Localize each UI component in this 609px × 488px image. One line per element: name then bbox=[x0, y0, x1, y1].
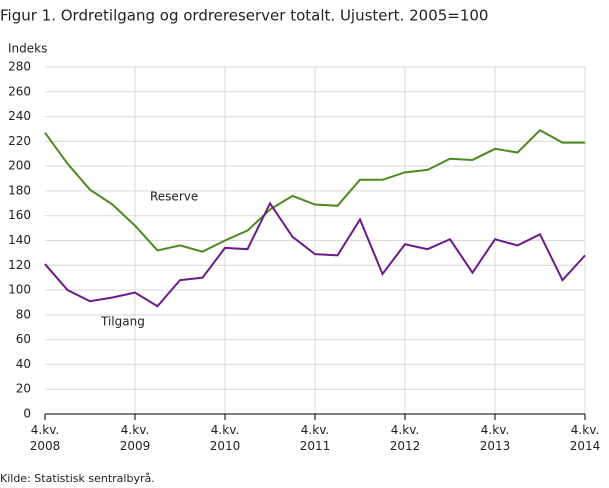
y-tick-label: 260 bbox=[8, 84, 31, 98]
x-tick-label: 4.kv. 2011 bbox=[299, 423, 331, 453]
x-tick-label: 4.kv. 2008 bbox=[29, 423, 61, 453]
y-tick-label: 200 bbox=[8, 159, 31, 173]
x-tick-label: 4.kv. 2014 bbox=[569, 423, 601, 453]
y-tick-label: 60 bbox=[16, 332, 31, 346]
source: Kilde: Statistisk sentralbyrå. bbox=[0, 472, 155, 485]
x-tick-label: 4.kv. 2009 bbox=[119, 423, 151, 453]
y-tick-label: 20 bbox=[16, 382, 31, 396]
chart-title: Figur 1. Ordretilgang og ordrereserver t… bbox=[0, 7, 488, 25]
series-label: Reserve bbox=[150, 190, 198, 204]
series-label: Tilgang bbox=[100, 315, 145, 329]
series-line bbox=[44, 201, 586, 308]
y-tick-label: 240 bbox=[8, 109, 31, 123]
y-tick-label: 120 bbox=[8, 258, 31, 272]
y-tick-label: 180 bbox=[8, 183, 31, 197]
y-tick-label: 80 bbox=[16, 307, 31, 321]
y-tick-label: 280 bbox=[8, 60, 31, 74]
y-tick-label: 140 bbox=[8, 233, 31, 247]
x-tick-label: 4.kv. 2012 bbox=[389, 423, 421, 453]
y-axis-label: Indeks bbox=[8, 42, 47, 56]
series-line bbox=[44, 128, 585, 253]
y-tick-label: 0 bbox=[23, 407, 31, 421]
y-tick-label: 160 bbox=[8, 208, 31, 222]
y-tick-label: 220 bbox=[8, 134, 31, 148]
x-tick-label: 4.kv. 2013 bbox=[479, 423, 511, 453]
y-tick-label: 40 bbox=[16, 357, 31, 371]
y-tick-label: 100 bbox=[8, 283, 31, 297]
x-tick-label: 4.kv. 2010 bbox=[209, 423, 241, 453]
